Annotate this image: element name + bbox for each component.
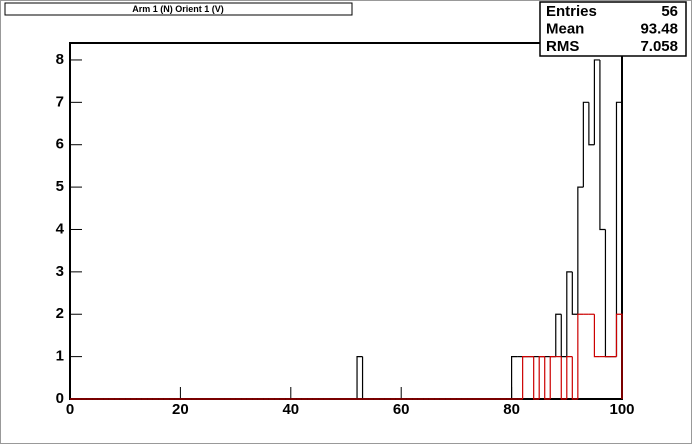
- histogram-bin: [533, 356, 540, 400]
- stats-label: Entries: [546, 3, 597, 20]
- stats-label: Mean: [546, 20, 584, 37]
- histogram-bin: [511, 356, 518, 399]
- x-tick-label: 80: [503, 401, 520, 418]
- chart-title: Arm 1 (N) Orient 1 (V): [132, 4, 224, 14]
- stats-value: 93.48: [640, 20, 678, 37]
- y-tick-label: 4: [56, 220, 65, 237]
- histogram-bin: [577, 313, 584, 399]
- histogram-bin: [599, 59, 606, 231]
- histogram-bin: [549, 356, 556, 399]
- x-tick-label: 0: [66, 401, 74, 418]
- histogram-bin: [560, 356, 567, 400]
- title-box: [4, 2, 353, 16]
- histogram-bin: [522, 356, 529, 399]
- histogram-bin: [566, 356, 573, 399]
- stats-label: RMS: [546, 38, 579, 55]
- histogram-bin: [593, 314, 600, 358]
- x-tick-label: 40: [282, 401, 299, 418]
- histogram-bin: [571, 356, 578, 400]
- histogram-bin: [582, 101, 589, 188]
- y-tick-label: 2: [56, 305, 64, 322]
- histogram-bin: [555, 313, 562, 357]
- stats-value: 7.058: [640, 38, 678, 55]
- histogram-bin: [588, 102, 595, 146]
- histogram-bin: [544, 356, 551, 400]
- histogram-bin: [615, 313, 623, 399]
- histogram-bin: [538, 356, 545, 399]
- histogram-bin: [577, 186, 584, 315]
- y-tick-label: 1: [56, 348, 64, 365]
- histogram-bin: [571, 271, 578, 315]
- stats-box: [539, 1, 687, 57]
- y-tick-label: 8: [56, 51, 64, 68]
- y-tick-label: 7: [56, 93, 64, 110]
- histogram-bin: [615, 101, 623, 399]
- y-tick-label: 3: [56, 263, 64, 280]
- histogram-bin: [593, 59, 600, 145]
- stats-value: 56: [661, 3, 678, 20]
- x-tick-label: 20: [172, 401, 189, 418]
- y-tick-label: 6: [56, 136, 64, 153]
- y-tick-label: 5: [56, 178, 64, 195]
- x-tick-label: 100: [609, 401, 634, 418]
- y-tick-label: 0: [56, 390, 64, 407]
- histogram-bin: [356, 356, 363, 399]
- x-tick-label: 60: [393, 401, 410, 418]
- histogram-bin: [566, 271, 573, 357]
